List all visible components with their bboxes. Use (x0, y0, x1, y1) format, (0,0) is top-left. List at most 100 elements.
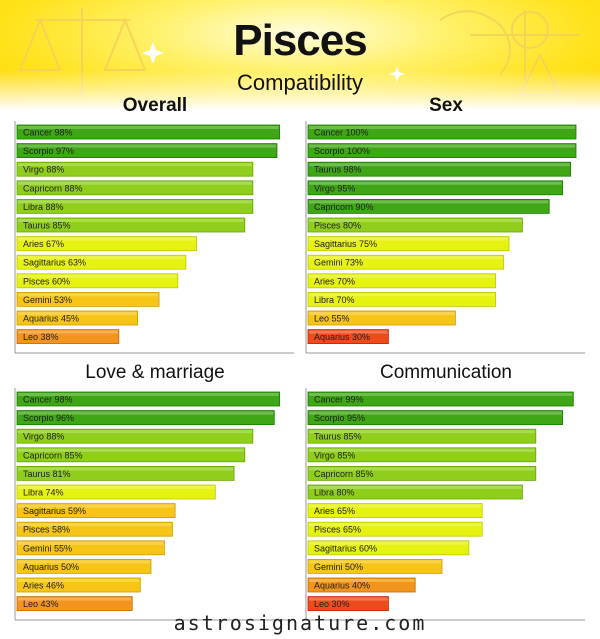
bar-label-libra: Libra 74% (23, 488, 64, 498)
bar-cancer (307, 124, 577, 140)
bar-highlight (309, 219, 522, 222)
bar-taurus (16, 217, 246, 233)
bar-virgo (16, 428, 254, 444)
bar-pisces (307, 217, 523, 233)
bar-highlight (18, 256, 185, 260)
bar-label-taurus: Taurus 85% (23, 221, 71, 231)
bar-highlight (309, 541, 468, 545)
bar-chart-sex: Cancer 100% Scorpio 100% Taurus 98% Virgo 9… (305, 121, 585, 354)
bar-pisces (16, 521, 173, 537)
bar-aquarius (307, 577, 416, 593)
chart-communication: Communication Cancer 99% Scorpio 95% Tauru… (305, 362, 587, 626)
bar-highlight (18, 200, 252, 204)
bar-cancer (16, 391, 281, 407)
header-banner (0, 0, 600, 110)
bar-highlight (309, 504, 482, 508)
bar-highlight (18, 560, 150, 564)
bar-libra (307, 291, 497, 307)
bar-virgo (307, 180, 564, 196)
page-title: Pisces (233, 16, 367, 65)
bar-label-aquarius: Aquarius 40% (314, 581, 370, 591)
page-subtitle: Compatibility (237, 70, 363, 95)
bar-label-libra: Libra 88% (23, 202, 64, 212)
bar-highlight (18, 219, 244, 222)
bar-highlight (18, 274, 177, 278)
bar-label-sagittarius: Sagittarius 60% (314, 543, 377, 553)
bar-scorpio (307, 410, 564, 426)
bar-label-cancer: Cancer 98% (23, 128, 73, 138)
bar-highlight (309, 523, 482, 527)
bar-highlight (309, 411, 562, 415)
bar-highlight (18, 448, 244, 452)
bar-taurus (307, 161, 572, 177)
bar-label-aquarius: Aquarius 30% (314, 332, 370, 342)
bar-highlight (309, 256, 503, 260)
bar-leo (16, 329, 120, 345)
bar-pisces (307, 521, 483, 537)
bar-libra (16, 484, 216, 500)
bar-highlight (309, 293, 495, 297)
bar-pisces (16, 273, 179, 289)
chart-title-love-marriage: Love & marriage (85, 362, 225, 383)
bar-virgo (307, 447, 537, 463)
bar-label-taurus: Taurus 98% (314, 165, 362, 175)
bar-label-sagittarius: Sagittarius 63% (23, 258, 86, 268)
bar-cancer (16, 124, 281, 140)
bar-label-aquarius: Aquarius 50% (23, 562, 79, 572)
bar-scorpio (307, 143, 577, 159)
bar-highlight (309, 486, 522, 489)
bar-label-gemini: Gemini 73% (314, 258, 363, 268)
bar-highlight (18, 523, 172, 527)
bar-highlight (309, 467, 535, 471)
bar-highlight (18, 504, 175, 508)
bar-chart-communication: Cancer 99% Scorpio 95% Taurus 85% Virgo 85%… (305, 388, 585, 621)
bar-label-virgo: Virgo 85% (314, 450, 355, 460)
bar-leo (16, 596, 133, 612)
bar-label-aquarius: Aquarius 45% (23, 314, 79, 324)
bar-highlight (18, 430, 252, 434)
bar-label-gemini: Gemini 53% (23, 295, 72, 305)
bar-scorpio (16, 410, 275, 426)
bar-highlight (18, 312, 137, 315)
bar-sagittarius (307, 540, 470, 556)
bar-cancer (307, 391, 574, 407)
bar-label-leo: Leo 43% (23, 599, 59, 609)
chart-title-communication: Communication (380, 362, 512, 383)
bar-gemini (307, 254, 505, 270)
bar-highlight (309, 163, 570, 167)
bar-highlight (309, 126, 575, 129)
bar-capricorn (16, 447, 246, 463)
bar-label-virgo: Virgo 88% (23, 432, 64, 442)
bar-highlight (18, 597, 132, 601)
bar-label-cancer: Cancer 98% (23, 395, 73, 405)
bar-aries (307, 503, 483, 518)
bar-label-leo: Leo 55% (314, 314, 350, 324)
bar-highlight (309, 144, 575, 148)
bar-leo (307, 310, 456, 326)
chart-overall: Overall Cancer 98% Scorpio 97% Virgo 88% Ca… (14, 95, 296, 359)
bar-aquarius (16, 558, 152, 574)
bar-gemini (16, 540, 165, 556)
chart-sex: Sex Cancer 100% Scorpio 100% Taurus 98% Vir… (305, 95, 587, 359)
bar-virgo (16, 161, 254, 177)
bar-sagittarius (307, 236, 510, 251)
bar-highlight (18, 467, 234, 471)
bar-capricorn (307, 466, 537, 481)
bar-highlight (18, 293, 159, 297)
bar-highlight (18, 144, 276, 148)
bar-label-libra: Libra 70% (314, 295, 355, 305)
bar-libra (307, 484, 523, 500)
bar-label-gemini: Gemini 50% (314, 562, 363, 572)
bar-label-aries: Aries 46% (23, 581, 64, 591)
bar-highlight (309, 560, 441, 564)
bar-label-capricorn: Capricorn 88% (23, 183, 83, 193)
bar-highlight (18, 330, 118, 334)
bar-label-cancer: Cancer 99% (314, 395, 364, 405)
bar-taurus (307, 428, 537, 444)
bar-label-libra: Libra 80% (314, 488, 355, 498)
bar-highlight (18, 393, 279, 396)
bar-label-scorpio: Scorpio 97% (23, 146, 74, 156)
bar-highlight (309, 237, 508, 241)
watermark: astrosignature.com (173, 611, 427, 635)
bar-highlight (309, 274, 495, 278)
